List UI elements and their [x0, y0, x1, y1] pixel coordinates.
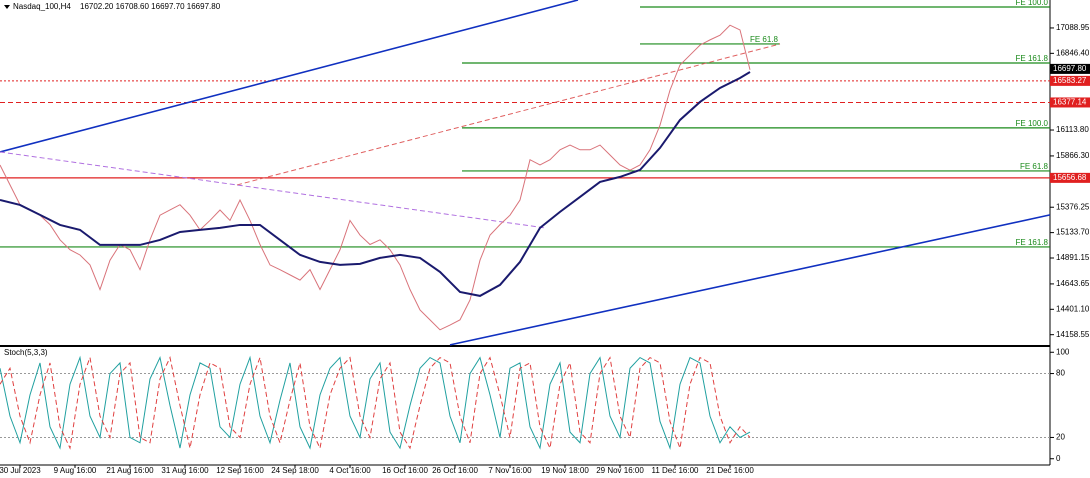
- y-tick-label: 20: [1056, 433, 1065, 442]
- y-tick-label: 16113.80: [1056, 125, 1089, 134]
- fib-label: FE 61.8: [750, 35, 779, 44]
- y-tick-label: 15376.25: [1056, 202, 1090, 211]
- price-box: [1050, 63, 1090, 74]
- price-box: [1050, 172, 1090, 183]
- price-label: 16697.80: [1053, 64, 1087, 73]
- y-tick-label: 14401.10: [1056, 304, 1090, 313]
- y-tick-label: 80: [1056, 369, 1065, 378]
- x-tick-label: 26 Oct 16:00: [432, 466, 478, 475]
- x-tick-label: 4 Oct 16:00: [329, 466, 371, 475]
- symbol-title: Nasdaq_100,H4: [13, 2, 71, 11]
- x-tick-label: 11 Dec 16:00: [652, 466, 700, 475]
- x-tick-label: 29 Nov 16:00: [596, 466, 644, 475]
- fib-label: FE 161.8: [1016, 238, 1049, 247]
- ohlc: 16702.20 16708.60 16697.70 16697.80: [80, 2, 221, 11]
- price-box: [1050, 97, 1090, 108]
- y-tick-label: 15133.70: [1056, 228, 1090, 237]
- x-tick-label: 31 Aug 16:00: [161, 466, 209, 475]
- x-tick-label: 16 Oct 16:00: [382, 466, 428, 475]
- y-tick-label: 14158.55: [1056, 330, 1090, 339]
- trendline: [0, 151, 546, 229]
- y-tick-label: 15866.30: [1056, 151, 1090, 160]
- y-tick-label: 100: [1056, 347, 1070, 356]
- price-label: 16583.27: [1053, 76, 1087, 85]
- x-tick-label: 21 Dec 16:00: [706, 466, 754, 475]
- price-label: 16377.14: [1053, 98, 1087, 107]
- trendline: [449, 214, 1051, 346]
- x-tick-label: 9 Aug 16:00: [54, 466, 97, 475]
- x-tick-label: 30 Jul 2023: [0, 466, 41, 475]
- y-tick-label: 14643.65: [1056, 279, 1090, 288]
- x-tick-label: 24 Sep 18:00: [271, 466, 319, 475]
- price-box: [1050, 75, 1090, 86]
- fib-label: FE 100.0: [1016, 119, 1049, 128]
- series-line: [0, 355, 751, 451]
- series-line: [0, 355, 751, 451]
- stoch-title: Stoch(5,3,3): [4, 348, 48, 357]
- y-tick-label: 16846.40: [1056, 48, 1090, 57]
- series-line: [0, 71, 751, 297]
- trendline: [236, 43, 781, 186]
- y-tick-label: 0: [1056, 454, 1061, 463]
- x-tick-label: 12 Sep 16:00: [216, 466, 264, 475]
- fib-label: FE 100.0: [1016, 0, 1049, 7]
- series-line: [0, 24, 751, 331]
- fib-label: FE 161.8: [1016, 54, 1049, 63]
- price-label: 15656.68: [1053, 173, 1087, 182]
- menu-arrow: [4, 5, 10, 9]
- x-tick-label: 7 Nov 16:00: [488, 466, 532, 475]
- x-tick-label: 19 Nov 18:00: [541, 466, 589, 475]
- y-tick-label: 17088.95: [1056, 23, 1090, 32]
- trendline: [0, 0, 579, 153]
- x-tick-label: 21 Aug 16:00: [106, 466, 154, 475]
- y-tick-label: 14891.15: [1056, 253, 1090, 262]
- fib-label: FE 61.8: [1020, 162, 1049, 171]
